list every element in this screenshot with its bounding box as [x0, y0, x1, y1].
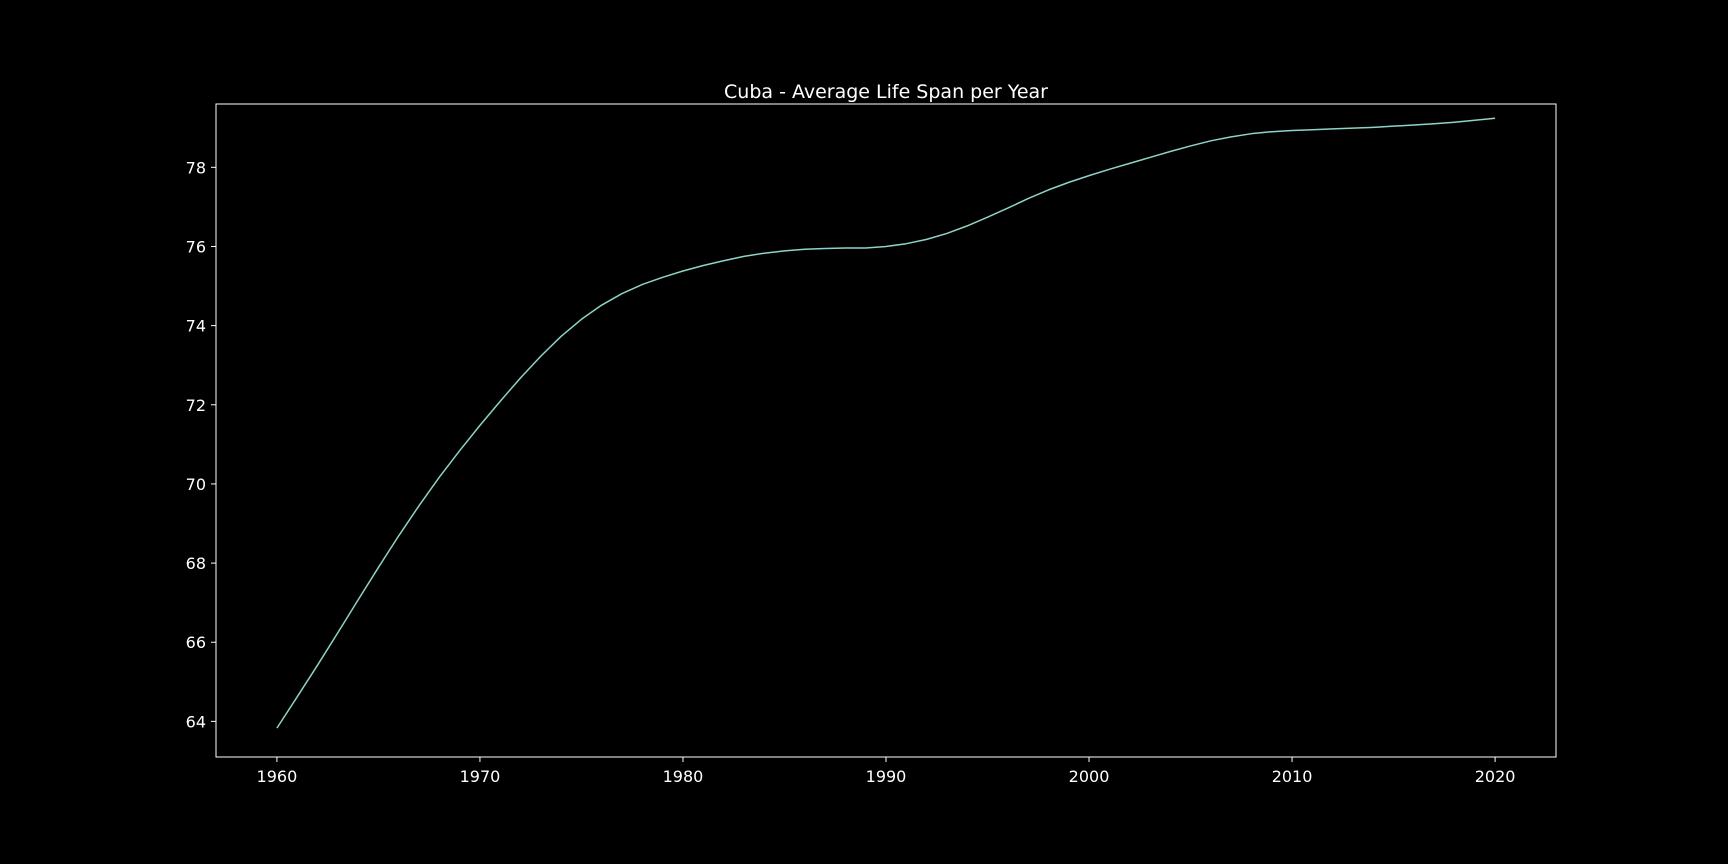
x-tick-label: 1990 — [866, 767, 907, 786]
y-tick-label: 78 — [186, 158, 206, 177]
series-layer — [276, 117, 1496, 729]
y-tick-label: 74 — [186, 317, 206, 336]
plot-area-frame — [215, 103, 1557, 758]
x-tick-label: 1970 — [460, 767, 501, 786]
x-tick-label: 1980 — [663, 767, 704, 786]
x-tick-label: 2020 — [1475, 767, 1516, 786]
y-tick-label: 72 — [186, 396, 206, 415]
y-tick-label: 68 — [186, 554, 206, 573]
y-tick-label: 76 — [186, 237, 206, 256]
chart-title: Cuba - Average Life Span per Year — [724, 81, 1048, 103]
y-tick-label: 64 — [186, 712, 206, 731]
series-line — [276, 117, 1496, 729]
x-tick-label: 1960 — [257, 767, 298, 786]
x-tick-label: 2000 — [1069, 767, 1110, 786]
x-axis: 1960 1970 1980 1990 2000 2010 2020 — [257, 757, 1516, 786]
y-axis: 64 66 68 70 72 74 76 78 — [186, 158, 216, 731]
x-tick-label: 2010 — [1272, 767, 1313, 786]
y-tick-label: 66 — [186, 633, 206, 652]
y-tick-label: 70 — [186, 475, 206, 494]
